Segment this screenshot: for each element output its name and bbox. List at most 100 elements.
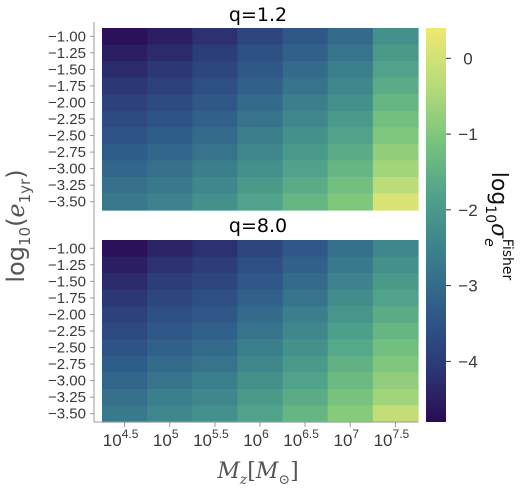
heatmap-cell [372, 77, 419, 95]
heatmap-cell [102, 240, 148, 258]
heatmap-cell [327, 240, 374, 258]
colorbar [426, 28, 446, 422]
heatmap-cell [237, 273, 284, 291]
colorbar-tick-label: −3 [458, 277, 477, 296]
heatmap-cell [192, 322, 239, 340]
heatmap-cell [327, 339, 374, 357]
heatmap-cell [102, 61, 148, 79]
x-axis-label: Mz[M⊙] [216, 459, 298, 488]
heatmap-cell [147, 256, 193, 274]
y-tick-label: −3.25 [48, 389, 86, 406]
heatmap-cell [372, 110, 419, 128]
heatmap-cell [282, 256, 329, 274]
heatmap-cell [282, 127, 329, 145]
heatmap-cell [147, 127, 193, 145]
y-ticks-bottom: −1.00−1.25−1.50−1.75−2.00−2.25−2.50−2.75… [48, 240, 94, 423]
y-tick-label: −2.25 [48, 111, 86, 128]
heatmap-cell [237, 289, 284, 307]
heatmap-cell [147, 110, 193, 128]
heatmap-cell [147, 77, 193, 95]
heatmap-cell [327, 193, 374, 211]
heatmap-cell [327, 388, 374, 407]
heatmap-cell [327, 273, 374, 291]
y-tick-label: −1.25 [48, 45, 86, 62]
heatmap-cell [147, 388, 193, 407]
colorbar-tick-label: −4 [458, 352, 477, 371]
heatmap-cell [102, 44, 148, 62]
heatmap-cell [237, 355, 284, 373]
heatmap-cell [102, 388, 148, 407]
y-tick-label: −1.25 [48, 257, 86, 274]
heatmap-cell [102, 322, 148, 340]
heatmap-cell [372, 306, 419, 324]
colorbar-ticks: 0 −1 −2 −3 −4 [446, 49, 478, 371]
colorbar-tick-label: 0 [463, 49, 472, 68]
y-tick-label: −1.50 [48, 273, 86, 290]
heatmap-cell [372, 160, 419, 178]
y-ticks-top: −1.00−1.25−1.50−1.75−2.00−2.25−2.50−2.75… [48, 28, 94, 211]
heatmap-cell [147, 355, 193, 373]
heatmap-cell [192, 110, 239, 128]
heatmap-cell [372, 405, 419, 423]
heatmap-cell [237, 44, 284, 62]
heatmap-cell [102, 160, 148, 178]
heatmap-cell [372, 372, 419, 390]
heatmap-cell [102, 28, 148, 46]
heatmap-cell [237, 28, 284, 46]
x-tick-label: 107.5 [374, 427, 410, 450]
heatmap-cell [102, 193, 148, 211]
axes-frame [93, 22, 418, 423]
heatmap-cell [147, 240, 193, 258]
heatmap-cell [282, 240, 329, 258]
heatmap-cell [102, 127, 148, 145]
y-tick-label: −2.75 [48, 356, 86, 373]
heatmap-cell [282, 193, 329, 211]
heatmap-cell [147, 372, 193, 390]
heatmap-cell [327, 160, 374, 178]
heatmap-cell [327, 405, 374, 423]
heatmap-cell [372, 44, 419, 62]
heatmap-cell [327, 28, 374, 46]
heatmap-cell [282, 405, 329, 423]
heatmap-cell [372, 256, 419, 274]
heatmap-cell [282, 110, 329, 128]
heatmap-cell [282, 143, 329, 161]
heatmap-cell [282, 273, 329, 291]
heatmap-cell [147, 176, 193, 195]
heatmap-cell [282, 388, 329, 407]
heatmap-cells-bottom [102, 240, 419, 423]
heatmap-cell [372, 61, 419, 79]
x-tick-label: 104.5 [103, 427, 139, 450]
heatmap-cell [192, 61, 239, 79]
heatmap-cell [282, 28, 329, 46]
y-tick-label: −2.25 [48, 323, 86, 340]
panel-title-top: q=1.2 [229, 4, 287, 26]
heatmap-cell [237, 405, 284, 423]
heatmap-cell [102, 372, 148, 390]
heatmap-cell [102, 273, 148, 291]
heatmap-cell [372, 176, 419, 195]
heatmap-cell [327, 322, 374, 340]
heatmap-cell [327, 306, 374, 324]
heatmap-cell [102, 110, 148, 128]
y-tick-label: −1.00 [48, 28, 86, 45]
heatmap-cell [282, 355, 329, 373]
heatmap-cell [327, 110, 374, 128]
x-tick-label: 105.5 [193, 427, 229, 450]
heatmap-cell [327, 143, 374, 161]
heatmap-cell [237, 256, 284, 274]
heatmap-cell [372, 127, 419, 145]
heatmap-cell [372, 339, 419, 357]
heatmap-cell [372, 322, 419, 340]
heatmap-cell [147, 143, 193, 161]
heatmap-cell [192, 306, 239, 324]
y-tick-label: −2.50 [48, 128, 86, 145]
y-tick-label: −3.25 [48, 177, 86, 194]
heatmap-cell [237, 339, 284, 357]
y-tick-label: −2.00 [48, 307, 86, 324]
heatmap-cell [147, 44, 193, 62]
y-tick-label: −2.75 [48, 144, 86, 161]
heatmap-cell [192, 176, 239, 195]
heatmap-cell [327, 61, 374, 79]
